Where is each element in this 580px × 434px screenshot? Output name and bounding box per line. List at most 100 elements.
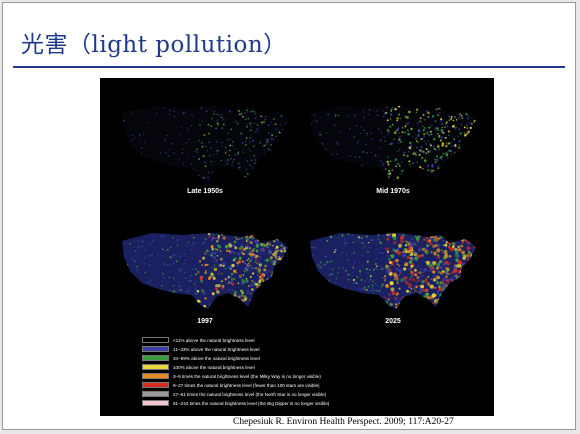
legend-row: 9–27 times the natural brightness level … <box>142 381 329 389</box>
light-spot <box>339 131 341 134</box>
light-spot <box>440 122 444 126</box>
light-spot <box>455 126 457 129</box>
light-spot <box>398 148 401 151</box>
light-spot <box>310 291 313 295</box>
light-spot <box>278 264 282 269</box>
light-spot <box>263 294 266 297</box>
light-spot <box>388 286 391 289</box>
light-spot <box>264 118 267 121</box>
light-spot <box>260 115 263 118</box>
light-spot <box>278 276 282 281</box>
light-spot <box>171 304 174 307</box>
light-spot <box>441 296 445 300</box>
light-spot <box>387 169 391 173</box>
light-spot <box>229 175 231 177</box>
light-spot <box>238 256 242 260</box>
light-spot <box>454 253 459 258</box>
light-spot <box>261 305 264 308</box>
light-spot <box>245 118 247 121</box>
light-spot <box>172 290 175 293</box>
light-spot <box>444 144 448 148</box>
light-spot <box>237 153 239 155</box>
light-spot <box>462 303 466 307</box>
light-spot <box>251 110 253 112</box>
light-spot <box>463 161 466 164</box>
light-spot <box>465 304 469 308</box>
light-spot <box>453 292 455 294</box>
light-spot <box>406 289 409 293</box>
light-spot <box>204 252 207 255</box>
light-spot <box>311 246 314 249</box>
light-spot <box>237 252 241 256</box>
light-spot <box>387 163 390 166</box>
light-spot <box>472 241 476 245</box>
light-spot <box>228 297 232 302</box>
light-spot <box>381 283 384 286</box>
light-spot <box>469 239 472 242</box>
light-spot <box>259 284 263 287</box>
light-spot <box>399 235 404 240</box>
legend-swatch <box>142 400 169 406</box>
light-spot <box>347 278 350 281</box>
light-spot <box>451 301 456 306</box>
map-landmass <box>122 106 288 182</box>
light-spot <box>453 269 458 273</box>
light-spot <box>353 136 355 138</box>
light-spot <box>461 235 463 238</box>
light-spot <box>377 156 380 158</box>
light-spot <box>389 172 392 175</box>
light-spot <box>353 261 356 264</box>
light-spot <box>241 260 244 263</box>
light-spot <box>383 136 385 138</box>
light-spot <box>224 302 228 305</box>
light-spot <box>430 304 433 307</box>
light-spot <box>398 132 400 134</box>
light-spot <box>473 126 476 129</box>
light-spot <box>402 299 405 302</box>
light-spot <box>315 120 318 123</box>
light-spot <box>411 254 413 256</box>
light-spot <box>191 234 193 236</box>
light-spot <box>430 278 432 281</box>
light-spot <box>202 292 206 295</box>
light-spot <box>239 274 242 277</box>
light-spot <box>310 288 312 291</box>
light-spot <box>256 251 259 254</box>
light-spot <box>191 163 193 166</box>
light-spot <box>471 286 473 288</box>
light-spot <box>278 257 282 261</box>
light-spot <box>143 158 145 160</box>
light-spot <box>459 132 462 135</box>
light-spot <box>403 277 405 280</box>
light-spot <box>448 106 451 109</box>
light-spot <box>378 303 380 305</box>
light-spot <box>281 285 284 288</box>
light-spot <box>360 295 363 298</box>
light-spot <box>404 305 406 307</box>
light-spot <box>229 149 231 152</box>
light-spot <box>284 283 287 287</box>
light-spot <box>473 303 476 306</box>
light-spot <box>391 123 394 126</box>
light-spot <box>410 127 413 131</box>
light-spot <box>420 138 423 140</box>
light-spot <box>442 131 445 134</box>
light-spot <box>215 302 218 305</box>
light-spot <box>466 296 468 299</box>
light-spot <box>410 270 413 273</box>
light-spot <box>439 237 442 240</box>
light-spot <box>427 150 430 153</box>
light-spot <box>468 261 471 264</box>
light-spot <box>388 260 392 265</box>
light-spot <box>237 299 240 302</box>
light-spot <box>473 306 476 309</box>
light-spot <box>457 169 461 172</box>
light-spot <box>457 111 460 114</box>
light-spot <box>225 304 229 308</box>
light-spot <box>391 254 395 258</box>
light-spot <box>451 289 454 292</box>
light-spot <box>283 295 287 299</box>
light-spot <box>459 112 461 114</box>
legend-label: <11% above the natural brightness level <box>173 337 255 343</box>
light-spot <box>348 238 350 240</box>
